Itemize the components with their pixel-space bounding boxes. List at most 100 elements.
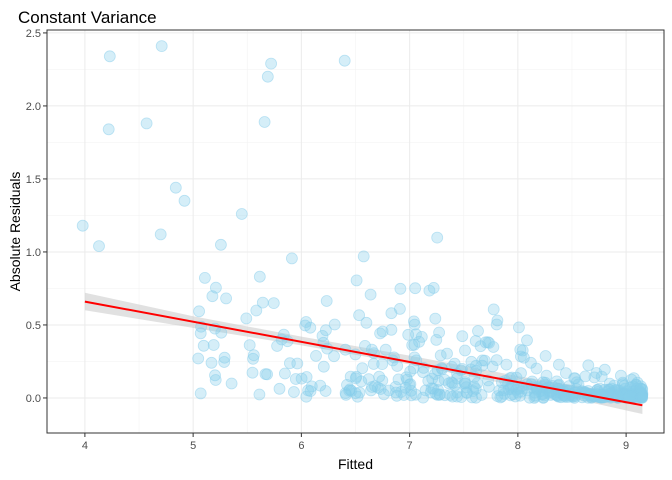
data-point: [253, 388, 266, 401]
data-point: [628, 372, 640, 385]
minor-gridlines: [47, 30, 664, 433]
data-point: [394, 282, 407, 295]
data-point: [304, 321, 317, 334]
data-point: [215, 326, 228, 339]
data-point: [438, 373, 451, 386]
data-point: [456, 330, 469, 343]
data-point: [338, 54, 351, 67]
data-point: [469, 335, 482, 347]
data-point: [400, 371, 413, 384]
data-point: [140, 117, 153, 130]
data-point: [253, 270, 266, 283]
data-point: [569, 372, 582, 385]
data-point: [446, 390, 459, 403]
data-point: [539, 350, 552, 362]
panel-border: [46, 29, 665, 434]
data-point: [476, 359, 489, 372]
data-point: [470, 391, 482, 404]
data-point: [432, 374, 445, 387]
x-axis: 4 5 6 7 8 9: [82, 433, 629, 452]
data-point: [445, 376, 458, 389]
data-point: [475, 389, 488, 401]
data-point: [429, 312, 442, 325]
data-point: [582, 359, 595, 372]
data-point: [540, 369, 553, 382]
data-point: [405, 384, 418, 397]
data-point: [310, 349, 322, 362]
data-point: [379, 343, 392, 356]
x-tick-label: 6: [298, 440, 304, 452]
data-point: [393, 302, 406, 315]
data-point: [595, 370, 608, 383]
data-point: [240, 312, 253, 325]
data-point: [627, 390, 639, 403]
data-point: [512, 386, 524, 399]
data-point: [218, 356, 231, 368]
data-point: [423, 284, 436, 297]
regression-line: [84, 300, 643, 407]
y-tick-label: 0.5: [26, 320, 41, 332]
data-point: [376, 358, 389, 371]
data-point: [271, 340, 284, 352]
data-point: [205, 356, 218, 369]
x-tick-label: 8: [515, 440, 521, 452]
data-point: [302, 384, 315, 397]
data-point: [93, 240, 105, 253]
data-point: [472, 325, 484, 337]
data-point: [479, 336, 492, 349]
data-point: [278, 367, 291, 380]
data-point: [483, 336, 496, 349]
data-point: [155, 40, 168, 52]
y-tick-label: 2.0: [26, 101, 41, 113]
data-point: [369, 380, 381, 393]
data-point: [243, 339, 256, 352]
y-axis-title: Absolute Residuals: [7, 172, 23, 292]
data-point: [197, 339, 210, 352]
data-point: [430, 333, 443, 346]
data-point: [374, 327, 387, 340]
chart-title: Constant Variance: [18, 8, 157, 27]
data-point: [356, 362, 369, 375]
data-point: [261, 70, 274, 83]
data-point: [486, 360, 499, 373]
data-point: [431, 231, 444, 244]
data-point: [353, 309, 366, 322]
data-point: [490, 354, 503, 367]
data-point: [417, 366, 429, 379]
data-point: [409, 388, 422, 401]
data-point: [246, 366, 259, 379]
data-point: [357, 250, 370, 263]
data-point: [482, 380, 495, 393]
data-point: [390, 389, 403, 402]
data-point: [530, 362, 543, 375]
data-point: [169, 181, 182, 194]
data-point: [214, 238, 227, 251]
data-point: [235, 208, 248, 220]
data-point: [178, 194, 191, 207]
data-point: [513, 321, 525, 334]
data-point: [491, 314, 504, 327]
y-tick-label: 0.0: [26, 393, 41, 405]
data-point: [441, 347, 453, 360]
data-point: [218, 351, 231, 364]
data-point: [225, 377, 238, 390]
data-point: [529, 390, 542, 403]
fit-line: [84, 300, 643, 407]
data-point: [267, 297, 280, 310]
data-point: [209, 369, 221, 382]
data-point: [495, 390, 508, 403]
data-point: [634, 382, 647, 395]
data-point: [291, 357, 304, 370]
data-point: [553, 358, 565, 371]
data-point: [209, 374, 222, 386]
data-point: [192, 352, 205, 365]
data-point: [521, 334, 533, 347]
data-point: [350, 274, 363, 287]
data-point: [504, 389, 517, 402]
data-point: [635, 391, 648, 404]
y-tick-label: 1.0: [26, 247, 41, 259]
data-point: [460, 386, 473, 399]
data-point: [392, 373, 405, 386]
data-point: [409, 282, 422, 295]
